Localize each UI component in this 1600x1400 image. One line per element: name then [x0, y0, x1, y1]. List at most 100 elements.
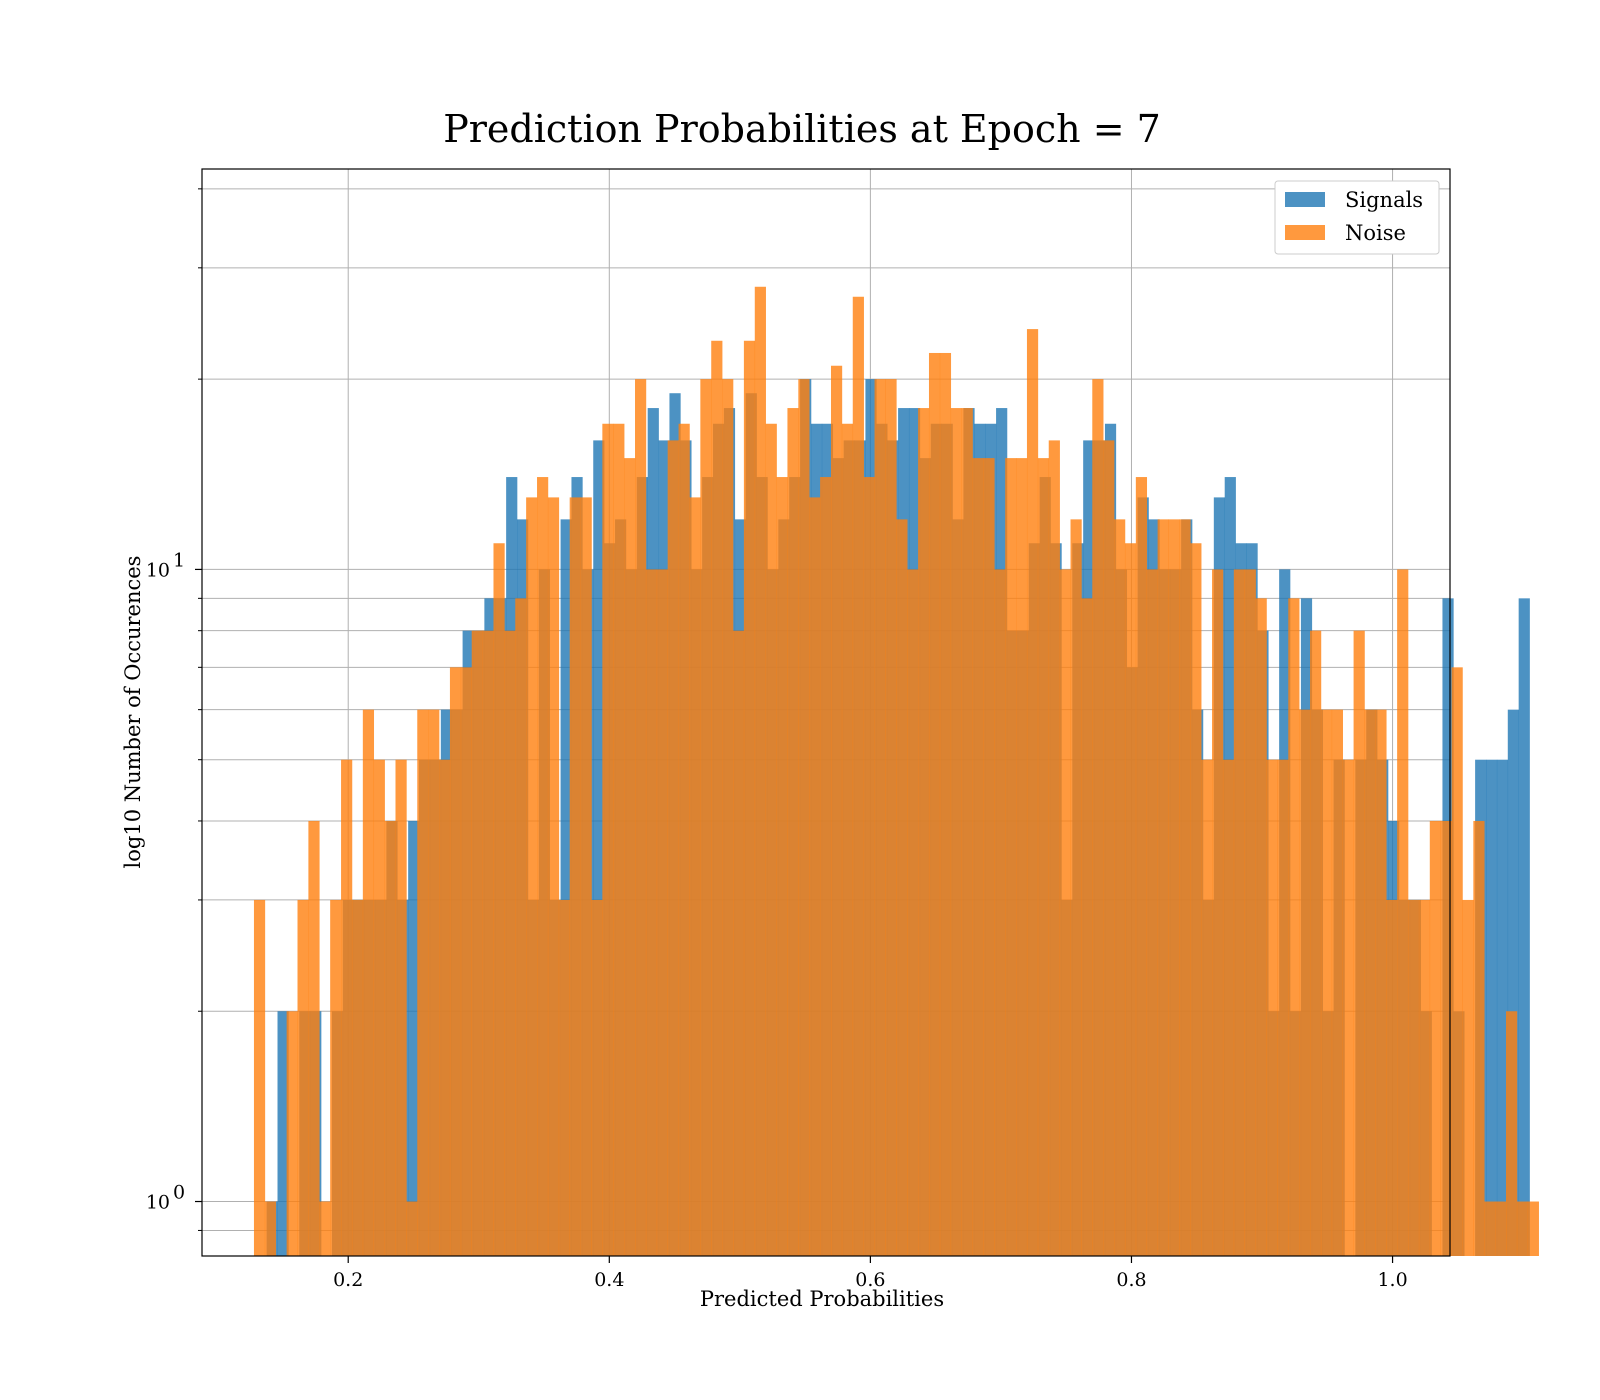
- bar-noise: [700, 379, 712, 1256]
- bar-noise: [820, 477, 832, 1256]
- bar-noise: [558, 899, 570, 1256]
- bar-noise: [809, 497, 821, 1256]
- bar-noise: [1179, 519, 1191, 1256]
- bar-noise: [569, 497, 581, 1256]
- bar-noise: [787, 408, 799, 1256]
- bar-noise: [1310, 630, 1322, 1256]
- bar-noise: [428, 709, 440, 1256]
- bar-noise: [852, 296, 864, 1257]
- bar-noise: [1037, 458, 1050, 1256]
- plot-frame: [201, 168, 1451, 1257]
- bar-noise: [1201, 759, 1213, 1256]
- bar-signals: [1518, 598, 1530, 1256]
- bar-noise: [896, 519, 908, 1256]
- bar-noise: [1364, 709, 1376, 1256]
- legend-label-signals: Signals: [1345, 188, 1423, 212]
- bar-noise: [645, 569, 658, 1256]
- bar-noise: [1048, 440, 1060, 1256]
- y-tick-label: 10: [146, 1192, 170, 1214]
- bar-signals: [1496, 759, 1509, 1256]
- bar-noise: [961, 408, 973, 1256]
- bar-noise: [711, 340, 723, 1256]
- y-tick-label: 10: [146, 559, 170, 581]
- bar-noise: [667, 440, 679, 1256]
- bar-noise: [918, 408, 930, 1256]
- x-tick-label: 0.8: [1116, 1269, 1146, 1291]
- bar-noise: [776, 477, 788, 1256]
- legend: Signals Noise: [1274, 180, 1440, 255]
- bar-noise: [504, 630, 516, 1256]
- bar-noise: [950, 408, 962, 1256]
- bar-noise: [874, 379, 886, 1256]
- bar-noise: [264, 1201, 277, 1256]
- bar-noise: [253, 899, 266, 1256]
- bar-noise: [1288, 598, 1300, 1256]
- bar-noise: [515, 598, 527, 1256]
- bar-noise: [1342, 759, 1354, 1256]
- bar-noise: [341, 759, 353, 1256]
- bar-noise: [297, 899, 309, 1256]
- bar-noise: [493, 543, 505, 1256]
- bar-noise: [308, 820, 320, 1256]
- bar-noise: [1277, 759, 1289, 1256]
- bar-noise: [1440, 820, 1452, 1256]
- legend-label-noise: Noise: [1345, 221, 1406, 245]
- bar-noise: [765, 423, 777, 1256]
- bar-noise: [1266, 759, 1278, 1256]
- bar-noise: [1168, 519, 1180, 1256]
- bar-signals: [408, 820, 420, 1256]
- series-noise-bars: [253, 286, 1539, 1257]
- bar-noise: [384, 820, 396, 1256]
- bar-signals: [560, 519, 572, 1256]
- y-tick-exponent: 1: [173, 549, 185, 571]
- bar-noise: [319, 1201, 331, 1256]
- bar-noise: [1059, 569, 1071, 1256]
- bar-signals: [1486, 759, 1498, 1256]
- legend-swatch-noise: [1285, 225, 1325, 240]
- bar-noise: [1408, 899, 1420, 1256]
- bar-noise: [1320, 709, 1333, 1256]
- bar-noise: [972, 458, 984, 1256]
- bar-noise: [1331, 709, 1343, 1256]
- bar-noise: [1157, 519, 1169, 1256]
- bar-noise: [449, 667, 462, 1256]
- bar-noise: [1429, 820, 1441, 1256]
- bar-noise: [580, 497, 592, 1256]
- bar-noise: [537, 477, 549, 1256]
- bar-noise: [1135, 477, 1148, 1256]
- bar-noise: [885, 379, 897, 1256]
- bar-noise: [439, 759, 451, 1256]
- bar-noise: [907, 569, 919, 1256]
- bar-noise: [526, 497, 538, 1256]
- bar-noise: [743, 340, 756, 1256]
- bar-noise: [547, 497, 560, 1256]
- bar-noise: [1124, 543, 1137, 1256]
- bar-noise: [733, 630, 745, 1256]
- bar-noise: [1397, 569, 1409, 1256]
- bar-noise: [330, 899, 342, 1256]
- bar-noise: [613, 423, 625, 1256]
- bar-noise: [1026, 329, 1039, 1256]
- bar-noise: [830, 365, 843, 1257]
- bar-noise: [362, 709, 375, 1256]
- bar-noise: [471, 630, 483, 1256]
- bar-noise: [994, 569, 1006, 1256]
- bar-noise: [624, 458, 636, 1256]
- legend-swatch-signals: [1285, 192, 1325, 207]
- bar-noise: [1222, 759, 1235, 1256]
- bar-noise: [1527, 1201, 1539, 1256]
- y-tick-exponent: 0: [173, 1182, 185, 1204]
- bar-noise: [983, 458, 995, 1256]
- bar-noise: [1484, 1201, 1496, 1256]
- bar-noise: [1451, 667, 1463, 1256]
- bar-noise: [1212, 569, 1224, 1256]
- bar-noise: [798, 379, 810, 1256]
- x-tick-label: 0.6: [855, 1269, 885, 1291]
- bar-noise: [1103, 440, 1115, 1256]
- bar-noise: [928, 352, 941, 1257]
- bar-noise: [1233, 569, 1246, 1256]
- bar-signals: [277, 1011, 289, 1256]
- plot-bars: [253, 286, 1539, 1257]
